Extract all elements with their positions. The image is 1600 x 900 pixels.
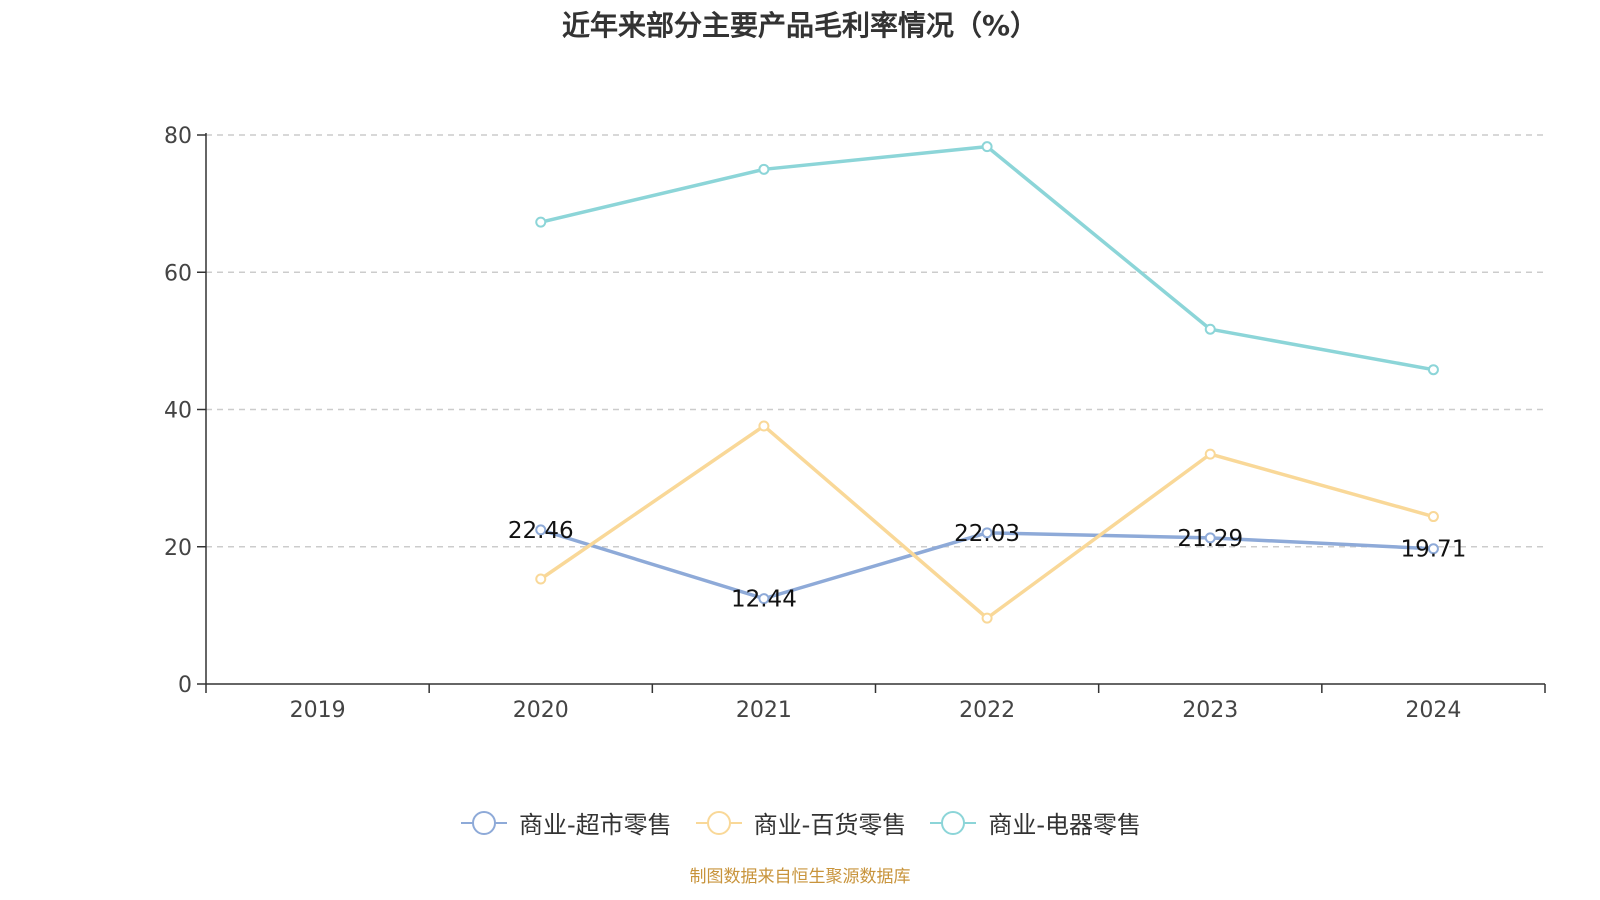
- x-tick-label: 2022: [959, 698, 1015, 723]
- data-point: [1204, 532, 1216, 544]
- legend-item[interactable]: 商业-超市零售: [459, 805, 672, 840]
- legend-label: 商业-超市零售: [518, 811, 672, 839]
- data-point: [981, 527, 993, 539]
- legend-item[interactable]: 商业-百货零售: [694, 805, 907, 840]
- data-point: [1204, 448, 1216, 460]
- data-point: [535, 524, 547, 536]
- data-point: [1427, 364, 1439, 376]
- data-label: 12.44: [731, 587, 797, 613]
- legend-item[interactable]: 商业-电器零售: [928, 805, 1141, 840]
- legend-label: 商业-百货零售: [753, 811, 907, 839]
- data-point: [1427, 543, 1439, 555]
- legend-swatch-icon: [460, 810, 507, 835]
- source-note: 制图数据来自恒生聚源数据库: [689, 867, 911, 887]
- data-point: [981, 141, 993, 153]
- x-tick-label: 2024: [1405, 698, 1461, 723]
- x-tick-label: 2019: [290, 698, 346, 723]
- chart-title: 近年来部分主要产品毛利率情况（%）: [561, 9, 1039, 42]
- x-tick-label: 2020: [513, 698, 569, 723]
- line-chart: 0 20 40 60 80 2019 2020 2021 2022 2023 2024 22.46 12…: [164, 124, 1546, 723]
- series-line: [540, 144, 1434, 372]
- y-tick-label: 0: [178, 673, 192, 698]
- x-tick-label: 2023: [1182, 698, 1238, 723]
- data-label: 21.29: [1177, 526, 1243, 552]
- legend-swatch-icon: [930, 810, 977, 835]
- y-tick-label: 80: [164, 124, 192, 149]
- data-label: 22.03: [954, 521, 1020, 547]
- data-point: [981, 612, 993, 624]
- legend-swatch-icon: [695, 810, 742, 835]
- data-point: [535, 573, 547, 585]
- y-tick-label: 60: [164, 261, 192, 286]
- y-tick-label: 40: [164, 399, 192, 424]
- legend-label: 商业-电器零售: [988, 811, 1141, 839]
- data-label: 19.71: [1400, 537, 1466, 563]
- x-tick-label: 2021: [736, 698, 792, 723]
- data-point: [1427, 511, 1439, 523]
- data-point: [758, 420, 770, 432]
- data-point: [1204, 323, 1216, 335]
- data-label: 22.46: [508, 518, 574, 544]
- data-point: [535, 216, 547, 228]
- legend: 商业-超市零售 商业-百货零售 商业-电器零售: [0, 805, 1600, 840]
- y-tick-label: 20: [164, 536, 192, 561]
- data-point: [758, 593, 770, 605]
- data-point: [758, 163, 770, 175]
